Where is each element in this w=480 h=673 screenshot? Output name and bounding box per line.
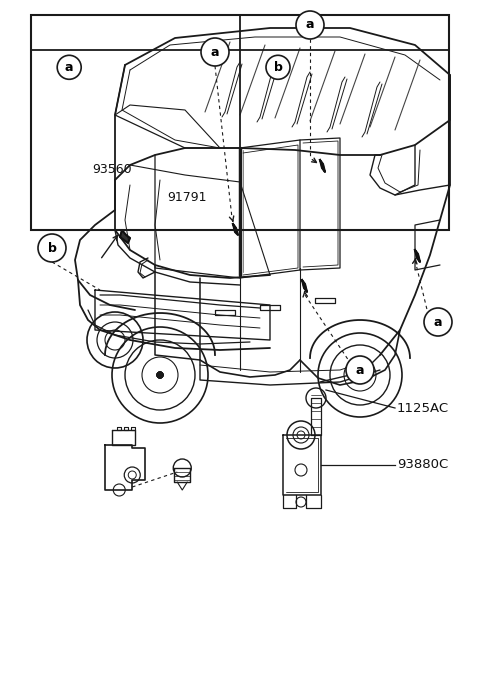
Text: b: b bbox=[274, 61, 282, 74]
Circle shape bbox=[157, 372, 163, 378]
Text: 1125AC: 1125AC bbox=[397, 402, 449, 415]
Circle shape bbox=[346, 356, 374, 384]
Circle shape bbox=[157, 372, 163, 378]
Circle shape bbox=[157, 372, 163, 378]
Polygon shape bbox=[120, 230, 130, 243]
Circle shape bbox=[201, 38, 229, 66]
Circle shape bbox=[424, 308, 452, 336]
Circle shape bbox=[57, 55, 81, 79]
Text: a: a bbox=[434, 316, 442, 328]
Text: a: a bbox=[356, 363, 364, 376]
Polygon shape bbox=[233, 224, 238, 235]
Circle shape bbox=[157, 372, 163, 378]
Text: 93880C: 93880C bbox=[397, 458, 448, 472]
Text: 93560: 93560 bbox=[93, 164, 132, 176]
Text: 91791: 91791 bbox=[168, 191, 207, 205]
Text: b: b bbox=[48, 242, 57, 254]
Circle shape bbox=[266, 55, 290, 79]
Circle shape bbox=[157, 372, 163, 378]
Circle shape bbox=[157, 372, 163, 378]
Polygon shape bbox=[415, 250, 420, 262]
Circle shape bbox=[157, 372, 163, 378]
Polygon shape bbox=[302, 280, 307, 292]
Polygon shape bbox=[320, 160, 325, 172]
Text: a: a bbox=[65, 61, 73, 74]
Circle shape bbox=[38, 234, 66, 262]
Text: a: a bbox=[306, 18, 314, 32]
Text: a: a bbox=[211, 46, 219, 59]
Circle shape bbox=[296, 11, 324, 39]
Circle shape bbox=[157, 372, 163, 378]
